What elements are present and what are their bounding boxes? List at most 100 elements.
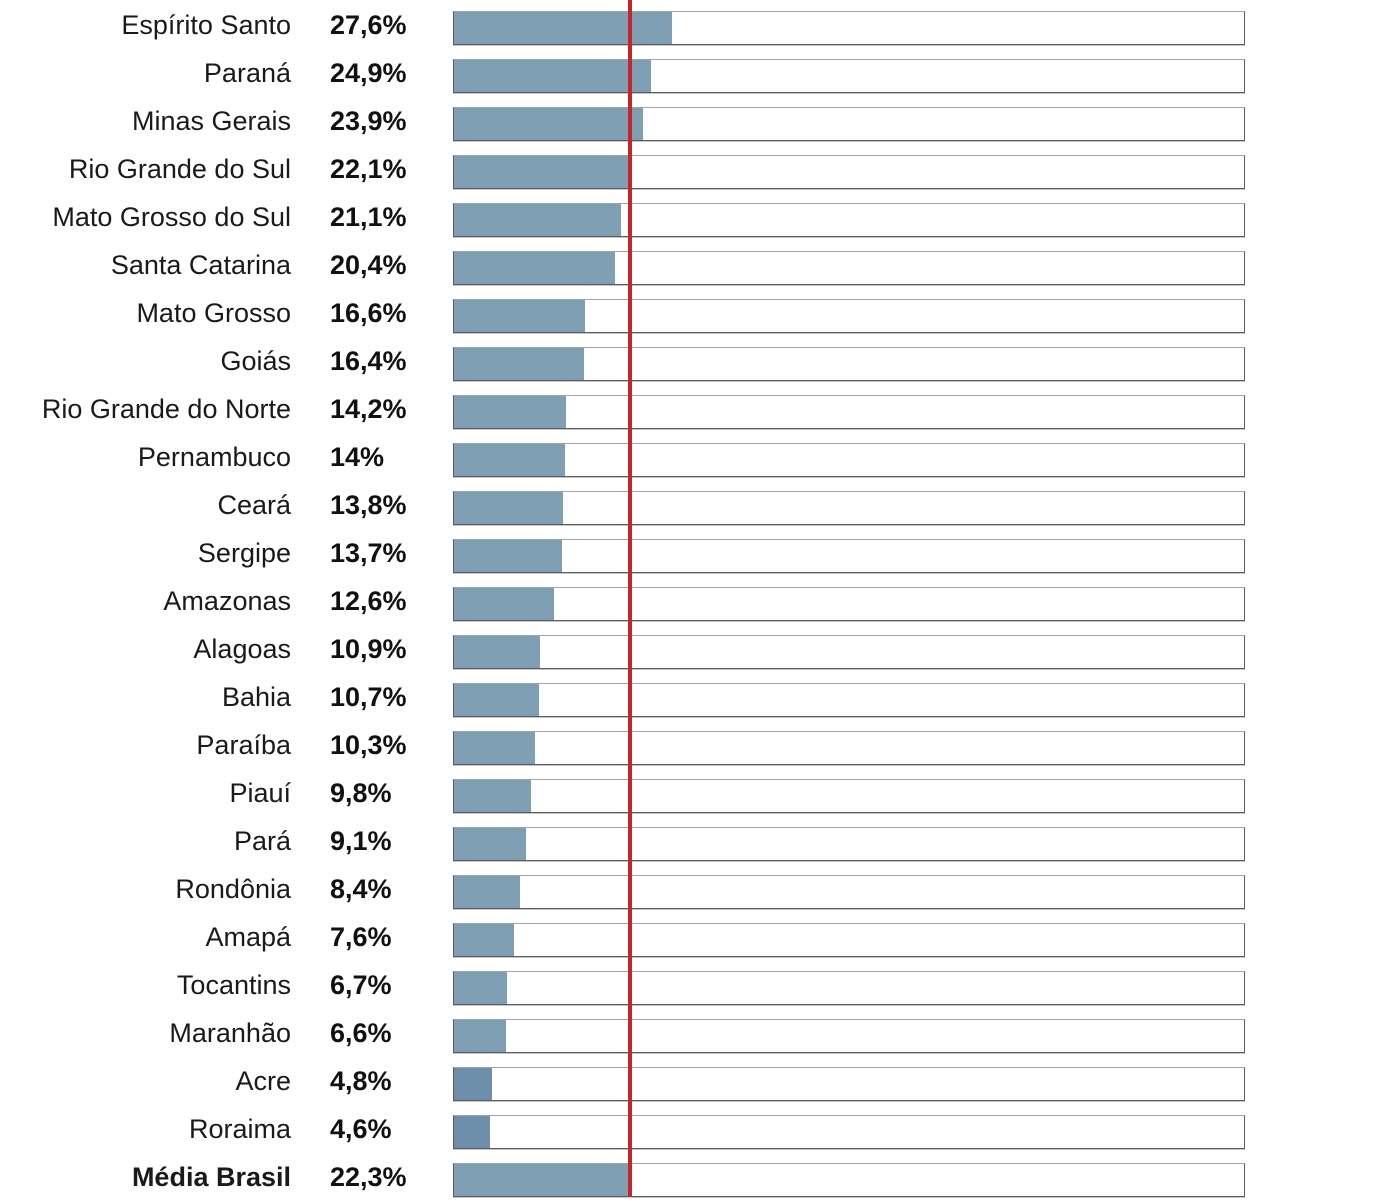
value-label: 13,7% bbox=[330, 538, 407, 568]
category-label: Tocantins bbox=[176, 970, 291, 1000]
bar bbox=[454, 1116, 491, 1148]
value-label: 7,6% bbox=[330, 922, 392, 952]
bar-row: Mato Grosso do Sul 21,1% bbox=[0, 194, 1400, 242]
bar bbox=[454, 300, 586, 332]
bar-row: Tocantins 6,7% bbox=[0, 962, 1400, 1010]
value-label: 27,6% bbox=[330, 10, 407, 40]
bar bbox=[454, 636, 541, 668]
bar-track bbox=[453, 299, 1245, 333]
bar-track bbox=[453, 107, 1245, 141]
bar-row: Espírito Santo 27,6% bbox=[0, 2, 1400, 50]
bar-track bbox=[453, 1067, 1245, 1101]
value-label: 10,7% bbox=[330, 682, 407, 712]
category-label: Bahia bbox=[221, 682, 291, 712]
bar bbox=[454, 1068, 492, 1100]
bar-row: Paraíba 10,3% bbox=[0, 722, 1400, 770]
bar bbox=[454, 396, 567, 428]
value-label: 4,8% bbox=[330, 1066, 392, 1096]
category-label: Minas Gerais bbox=[131, 106, 291, 136]
category-label: Paraná bbox=[203, 58, 291, 88]
bar-row: Acre 4,8% bbox=[0, 1058, 1400, 1106]
category-label: Paraíba bbox=[196, 730, 291, 760]
bar-row: Ceará 13,8% bbox=[0, 482, 1400, 530]
bar bbox=[454, 444, 565, 476]
bar-row: Bahia 10,7% bbox=[0, 674, 1400, 722]
bar bbox=[454, 12, 673, 44]
bar bbox=[454, 876, 521, 908]
bar-track bbox=[453, 203, 1245, 237]
bar bbox=[454, 732, 536, 764]
bar-row: Pará 9,1% bbox=[0, 818, 1400, 866]
category-label: Ceará bbox=[217, 490, 291, 520]
bar bbox=[454, 924, 515, 956]
value-label: 4,6% bbox=[330, 1114, 392, 1144]
category-label: Alagoas bbox=[193, 634, 291, 664]
value-label: 23,9% bbox=[330, 106, 407, 136]
value-label: 16,6% bbox=[330, 298, 407, 328]
bar-row: Média Brasil 22,3% bbox=[0, 1154, 1400, 1202]
value-label: 6,7% bbox=[330, 970, 392, 1000]
value-label: 14,2% bbox=[330, 394, 407, 424]
category-label: Amazonas bbox=[163, 586, 291, 616]
bar bbox=[454, 492, 564, 524]
value-label: 22,1% bbox=[330, 154, 407, 184]
bar-row: Minas Gerais 23,9% bbox=[0, 98, 1400, 146]
category-label: Pará bbox=[233, 826, 291, 856]
value-label: 16,4% bbox=[330, 346, 407, 376]
category-label: Piauí bbox=[229, 778, 291, 808]
bar bbox=[454, 828, 526, 860]
value-label: 20,4% bbox=[330, 250, 407, 280]
bar-row: Pernambuco 14% bbox=[0, 434, 1400, 482]
category-label: Santa Catarina bbox=[110, 250, 291, 280]
value-label: 10,3% bbox=[330, 730, 407, 760]
bar bbox=[454, 156, 629, 188]
category-label: Mato Grosso bbox=[136, 298, 291, 328]
average-reference-line bbox=[628, 0, 633, 1197]
bar-track bbox=[453, 875, 1245, 909]
bar bbox=[454, 60, 651, 92]
bar-row: Maranhão 6,6% bbox=[0, 1010, 1400, 1058]
bar bbox=[454, 1164, 631, 1196]
bar-track bbox=[453, 155, 1245, 189]
category-label: Rio Grande do Sul bbox=[68, 154, 291, 184]
value-label: 9,8% bbox=[330, 778, 392, 808]
bar-track bbox=[453, 539, 1245, 573]
bar-track bbox=[453, 1019, 1245, 1053]
bar-track bbox=[453, 731, 1245, 765]
bar-row: Roraima 4,6% bbox=[0, 1106, 1400, 1154]
bar-row: Paraná 24,9% bbox=[0, 50, 1400, 98]
category-label: Sergipe bbox=[197, 538, 291, 568]
bar-track bbox=[453, 395, 1245, 429]
bar bbox=[454, 204, 621, 236]
bar-track bbox=[453, 491, 1245, 525]
bar-row: Alagoas 10,9% bbox=[0, 626, 1400, 674]
bar-track bbox=[453, 347, 1245, 381]
bar-track bbox=[453, 59, 1245, 93]
bar-track bbox=[453, 587, 1245, 621]
bar-row: Mato Grosso 16,6% bbox=[0, 290, 1400, 338]
bar-track bbox=[453, 443, 1245, 477]
bar bbox=[454, 972, 507, 1004]
category-label: Mato Grosso do Sul bbox=[52, 202, 291, 232]
value-label: 8,4% bbox=[330, 874, 392, 904]
bar-row: Goiás 16,4% bbox=[0, 338, 1400, 386]
bar bbox=[454, 540, 563, 572]
value-label: 10,9% bbox=[330, 634, 407, 664]
bar-track bbox=[453, 683, 1245, 717]
bar bbox=[454, 684, 539, 716]
value-label: 12,6% bbox=[330, 586, 407, 616]
category-label: Média Brasil bbox=[131, 1162, 291, 1192]
bar bbox=[454, 252, 616, 284]
category-label: Roraima bbox=[188, 1114, 291, 1144]
category-label: Espírito Santo bbox=[121, 10, 291, 40]
category-label: Goiás bbox=[220, 346, 291, 376]
bar-row: Santa Catarina 20,4% bbox=[0, 242, 1400, 290]
bar bbox=[454, 348, 584, 380]
bar bbox=[454, 1020, 507, 1052]
category-label: Rondônia bbox=[175, 874, 291, 904]
bar bbox=[454, 108, 643, 140]
bar-row: Rio Grande do Sul 22,1% bbox=[0, 146, 1400, 194]
bar-track bbox=[453, 11, 1245, 45]
bar-track bbox=[453, 251, 1245, 285]
bar-track bbox=[453, 779, 1245, 813]
